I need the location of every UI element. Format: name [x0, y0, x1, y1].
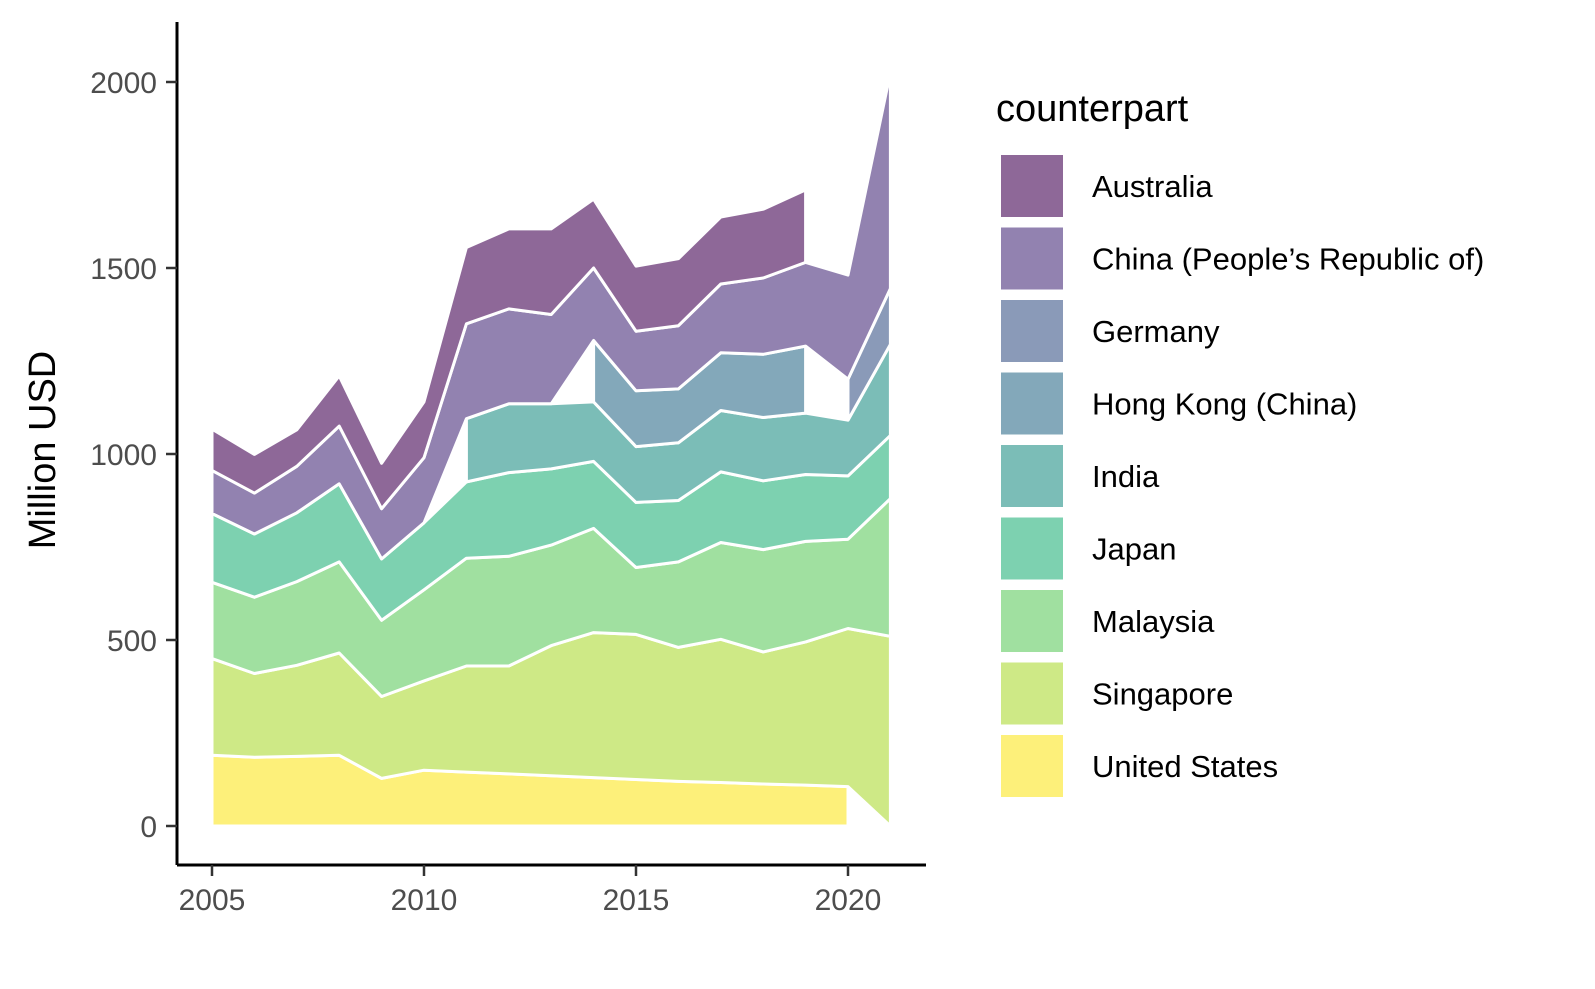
x-tick-label: 2020 — [815, 884, 882, 917]
legend-label-singapore: Singapore — [1092, 677, 1233, 712]
axes — [175, 22, 926, 867]
area-japan — [210, 433, 892, 622]
legend-label-australia: Australia — [1092, 169, 1213, 204]
legend-swatch-india — [1001, 445, 1063, 507]
legend-swatch-singapore — [1001, 662, 1063, 725]
y-ticks: 0 500 1000 1500 2000 — [90, 67, 177, 844]
legend-label-japan: Japan — [1092, 532, 1176, 567]
legend-swatch-australia — [1001, 155, 1063, 217]
legend-swatch-china-people-s-republic-of — [1001, 227, 1063, 290]
y-tick-label: 0 — [140, 811, 157, 844]
y-tick-label: 500 — [107, 625, 157, 658]
x-tick-label: 2005 — [179, 884, 246, 917]
area-layers — [210, 71, 892, 828]
x-tick-label: 2010 — [391, 884, 458, 917]
x-tick-label: 2015 — [603, 884, 670, 917]
legend: counterpart Australia China (People’s Rep… — [996, 88, 1484, 797]
y-tick-label: 1500 — [90, 253, 157, 286]
legend-swatch-japan — [1001, 517, 1063, 580]
legend-label-india: India — [1092, 459, 1160, 494]
legend-swatch-hong-kong-china — [1001, 372, 1063, 435]
legend-label-china-people-s-republic-of: China (People’s Republic of) — [1092, 242, 1484, 277]
legend-title: counterpart — [996, 88, 1189, 130]
y-tick-label: 1000 — [90, 439, 157, 472]
legend-label-hong-kong-china: Hong Kong (China) — [1092, 387, 1357, 422]
y-tick-label: 2000 — [90, 67, 157, 100]
legend-swatch-malaysia — [1001, 590, 1063, 652]
x-ticks: 2005 2010 2015 2020 — [179, 865, 882, 917]
legend-label-germany: Germany — [1092, 314, 1220, 349]
y-axis-title: Million USD — [22, 351, 64, 549]
area-australia — [210, 188, 808, 511]
legend-swatch-united-states — [1001, 735, 1063, 797]
legend-label-united-states: United States — [1092, 749, 1278, 784]
legend-swatch-germany — [1001, 300, 1063, 362]
legend-label-malaysia: Malaysia — [1092, 604, 1215, 639]
